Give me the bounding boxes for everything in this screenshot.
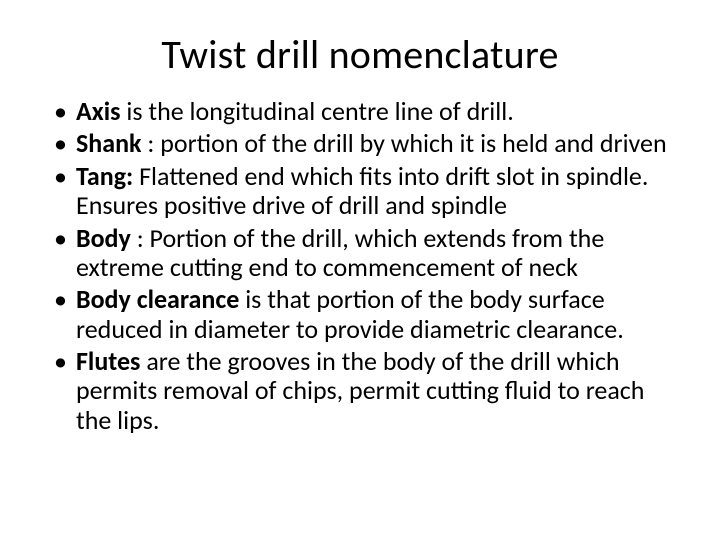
list-item: Body : Portion of the drill, which exten… <box>54 224 680 283</box>
term: Flutes <box>76 345 140 377</box>
term: Body clearance <box>76 283 239 315</box>
definition: is the longitudinal centre line of drill… <box>120 95 513 127</box>
term: Shank <box>76 127 142 159</box>
term: Axis <box>76 95 120 127</box>
definition: Flattened end which fits into drift slot… <box>76 160 648 221</box>
list-item: Flutes are the grooves in the body of th… <box>54 347 680 435</box>
term: Body <box>76 222 131 254</box>
list-item: Shank : portion of the drill by which it… <box>54 129 680 158</box>
definition: are the grooves in the body of the drill… <box>76 345 644 436</box>
definition: : portion of the drill by which it is he… <box>142 127 667 159</box>
list-item: Tang: Flattened end which fits into drif… <box>54 162 680 221</box>
list-item: Axis is the longitudinal centre line of … <box>54 97 680 126</box>
list-item: Body clearance is that portion of the bo… <box>54 285 680 344</box>
slide: Twist drill nomenclature Axis is the lon… <box>0 0 720 540</box>
term: Tang: <box>76 160 133 192</box>
definition: : Portion of the drill, which extends fr… <box>76 222 604 283</box>
slide-title: Twist drill nomenclature <box>30 30 690 79</box>
bullet-list: Axis is the longitudinal centre line of … <box>30 97 690 435</box>
